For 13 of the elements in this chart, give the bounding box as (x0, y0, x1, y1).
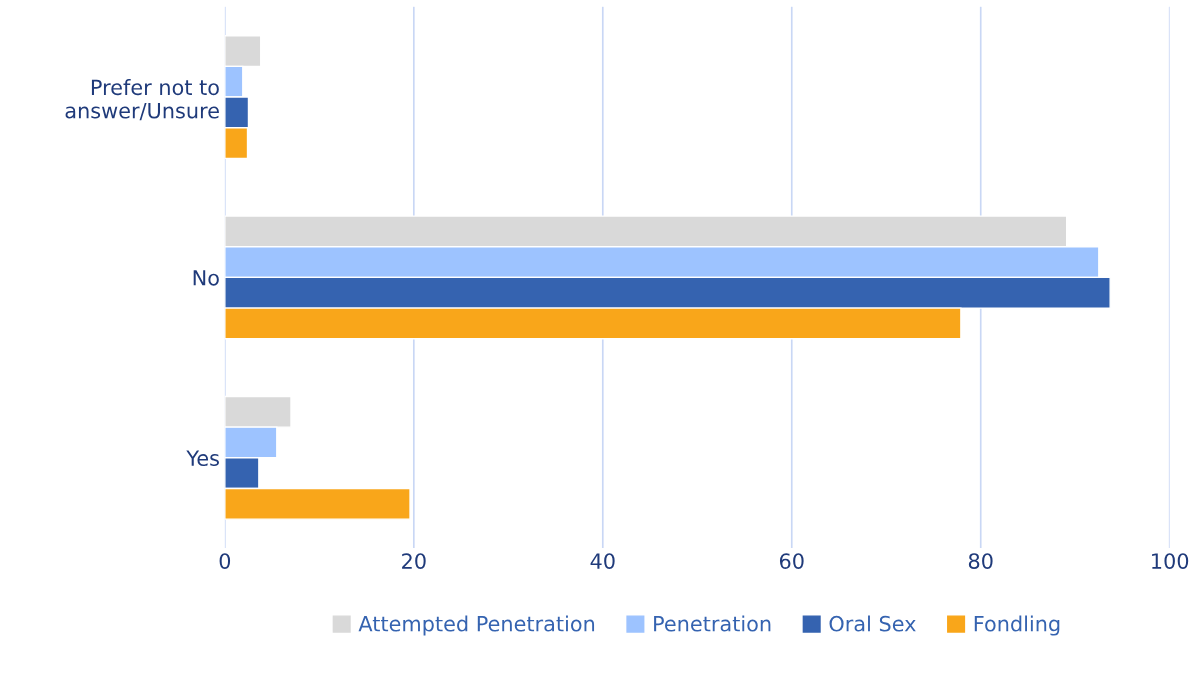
y-tick-label: No (193, 270, 219, 286)
x-tick-label: 0 (219, 553, 231, 569)
legend-label: Fondling (974, 615, 1060, 636)
y-tick-label: Prefer not to answer/Unsure (65, 79, 219, 121)
x-tick-label: 80 (968, 553, 993, 569)
x-tick-label: 60 (779, 553, 804, 569)
x-tick-label: 40 (590, 553, 615, 569)
y-tick-label: Yes (186, 450, 219, 467)
x-tick-label: 100 (1152, 553, 1189, 569)
legend-label: Penetration (654, 615, 771, 632)
legend-label: Attempted Penetration (358, 615, 595, 636)
x-tick-label: 20 (402, 553, 426, 569)
legend-label: Oral Sex (829, 615, 916, 632)
